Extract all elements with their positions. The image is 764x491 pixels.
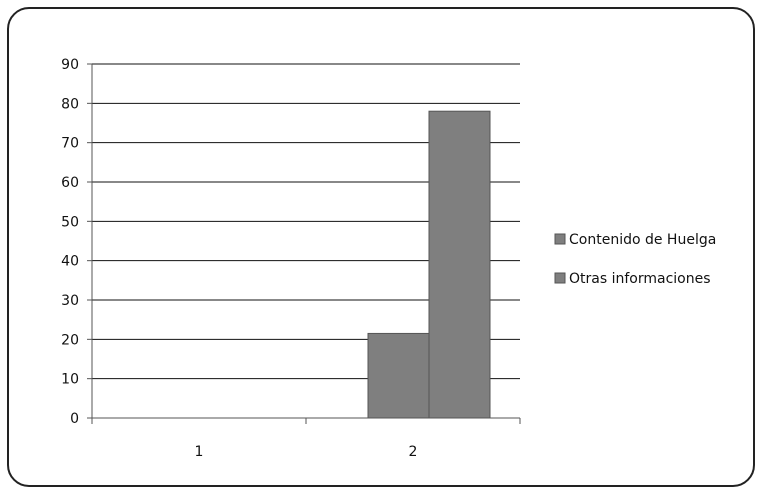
y-tick-label: 0	[70, 411, 79, 427]
axes	[87, 63, 521, 424]
y-tick-label: 80	[61, 96, 79, 112]
legend-swatch	[554, 233, 566, 245]
y-tick-label: 40	[61, 254, 79, 270]
legend-swatch	[554, 272, 566, 284]
bar	[367, 332, 430, 419]
y-tick-label: 10	[61, 372, 79, 388]
bar	[428, 110, 491, 419]
legend: Contenido de Huelga Otras informaciones	[554, 232, 716, 287]
y-tick-label: 90	[61, 57, 79, 73]
y-tick-label: 30	[61, 293, 79, 309]
y-tick-label: 70	[61, 136, 79, 152]
x-tick-label: 2	[409, 444, 418, 460]
y-tick-labels: 0 10 20 30 40 50 60 70 80 90	[61, 57, 79, 427]
y-tick-label: 60	[61, 175, 79, 191]
y-tick-label: 50	[61, 214, 79, 230]
bars	[367, 110, 491, 419]
y-tick-label: 20	[61, 332, 79, 348]
legend-label: Otras informaciones	[569, 271, 711, 287]
x-tick-label: 1	[195, 444, 204, 460]
legend-label: Contenido de Huelga	[569, 232, 716, 248]
